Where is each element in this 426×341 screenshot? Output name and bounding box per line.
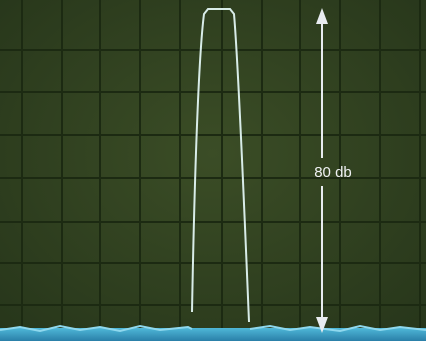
range-label: 80 db — [314, 164, 352, 181]
noise-floor — [0, 328, 426, 341]
scope-screen: 80 db — [0, 0, 426, 341]
page: 80 db (() => { const data = JSON.parse(d… — [0, 0, 426, 341]
screen-background — [0, 0, 426, 341]
